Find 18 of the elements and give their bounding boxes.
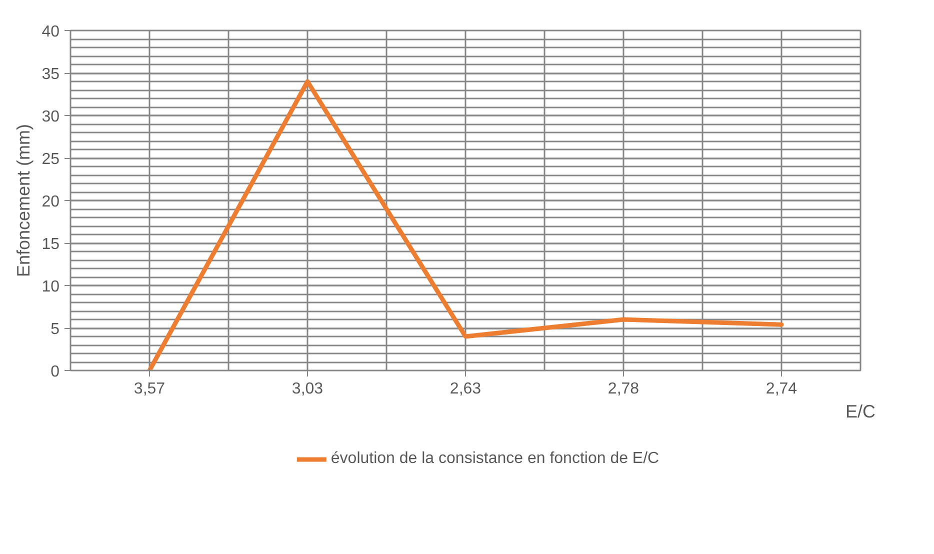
y-tick-label: 40: [42, 24, 60, 40]
y-axis-title: Enfoncement (mm): [14, 124, 34, 278]
legend-label: évolution de la consistance en fonction de E/C: [330, 450, 660, 468]
line-series: [147, 79, 784, 370]
x-tick-label: 3,57: [134, 380, 166, 398]
y-tick-label: 25: [42, 151, 60, 168]
y-tick-label: 35: [42, 66, 60, 83]
x-axis-title: E/C: [845, 402, 876, 422]
y-tick-label: 5: [50, 321, 60, 338]
y-tick-label: 20: [42, 194, 60, 210]
x-tick-label: 2,78: [608, 380, 640, 398]
x-tick-label: 2,74: [766, 380, 798, 398]
y-tick-label: 0: [50, 364, 60, 380]
x-tick-label: 3,03: [292, 380, 324, 398]
y-tick-label: 10: [42, 278, 60, 296]
x-tick-label: 2,63: [450, 380, 482, 398]
y-tick-label: 30: [42, 108, 60, 126]
y-tick-label: 15: [42, 236, 60, 253]
